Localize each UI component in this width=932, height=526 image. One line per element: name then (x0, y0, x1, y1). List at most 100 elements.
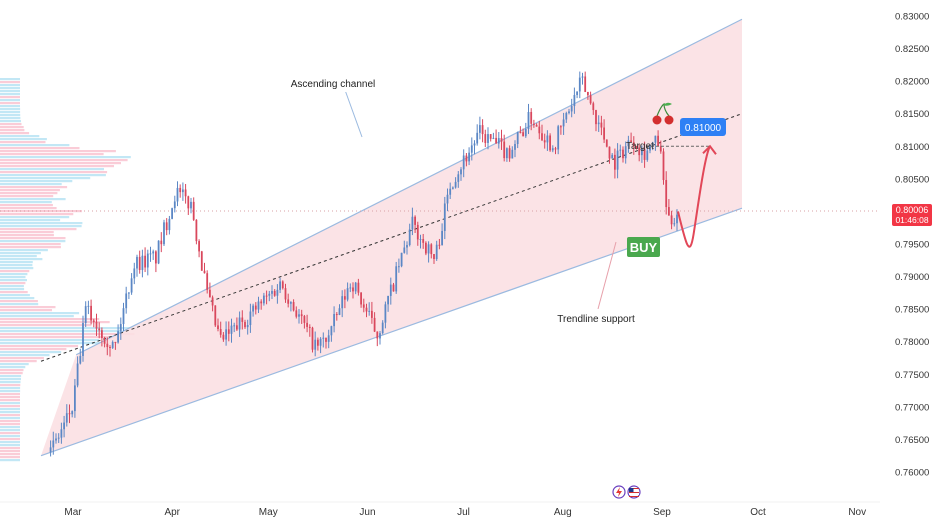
candle-body (160, 240, 163, 245)
candle-body (230, 325, 233, 334)
candle-body (424, 242, 427, 254)
candle-body (268, 293, 271, 296)
y-tick-label: 0.76000 (895, 468, 929, 479)
volume-profile-bar (0, 195, 54, 198)
projection-path (677, 145, 711, 248)
candle-body (73, 385, 76, 412)
volume-profile-bar (0, 243, 61, 246)
candle-body (406, 245, 408, 248)
candle-body (141, 255, 144, 270)
volume-profile-bar (0, 267, 34, 270)
volume-profile-bar (0, 321, 110, 324)
candle-body (311, 327, 314, 350)
volume-profile-bar (0, 306, 56, 309)
volume-profile-bar (0, 210, 82, 213)
volume-profile-bar (0, 315, 74, 318)
volume-profile-bar (0, 213, 74, 216)
candle-body (119, 324, 122, 332)
volume-profile-bar (0, 234, 54, 237)
y-tick-label: 0.76500 (895, 435, 929, 446)
candle-body (557, 126, 560, 150)
candle-body (622, 149, 624, 159)
volume-profile-bar (0, 393, 20, 396)
volume-profile-bar (0, 426, 20, 429)
volume-profile-bar (0, 186, 68, 189)
candle-body (619, 149, 622, 151)
candle-body (519, 131, 522, 133)
candle-body (670, 215, 673, 225)
candle-body (173, 201, 176, 209)
candle-body (271, 290, 273, 294)
candle-body (195, 219, 198, 242)
volume-profile-bar (0, 279, 27, 282)
volume-profile-bar (0, 354, 50, 357)
candle-body (90, 305, 92, 321)
candle-body (546, 135, 549, 143)
x-tick-label: Mar (64, 507, 82, 518)
candle-body (478, 125, 481, 133)
channel-upper-line[interactable] (75, 18, 743, 356)
candle-body (573, 94, 576, 107)
target-price-text: 0.81000 (685, 123, 722, 134)
candle-body (206, 273, 209, 290)
volume-profile-bar (0, 168, 104, 171)
candle-body (252, 305, 254, 312)
x-tick-label: Nov (848, 507, 866, 518)
candle-body (616, 150, 619, 170)
candle-body (341, 296, 344, 309)
volume-profile-bar (0, 360, 37, 363)
candle-body (570, 106, 573, 112)
candle-body (357, 282, 360, 293)
y-tick-label: 0.77000 (895, 402, 929, 413)
candle-body (203, 270, 206, 274)
candle-body (535, 125, 538, 127)
y-tick-label: 0.80500 (895, 174, 929, 185)
volume-profile-bar (0, 423, 20, 426)
candle-body (198, 241, 200, 252)
y-tick-label: 0.79500 (895, 240, 929, 251)
volume-profile-bar (0, 309, 52, 312)
volume-profile-bar (0, 144, 70, 147)
candle-body (511, 149, 514, 159)
candle-body (343, 296, 346, 300)
volume-profile-bar (0, 159, 128, 162)
candle-body (559, 126, 562, 128)
candle-body (673, 223, 676, 225)
volume-profile-bar (0, 81, 20, 84)
volume-profile-bar (0, 342, 101, 345)
candle-body (676, 214, 678, 224)
candle-body (319, 338, 322, 346)
x-axis: Mar Apr May Jun Jul Aug Sep Oct Nov (0, 501, 880, 518)
candle-body (52, 440, 55, 448)
candle-body (79, 355, 82, 364)
candle-body (238, 317, 241, 330)
volume-profile-bar (0, 285, 24, 288)
candle-body (592, 103, 595, 111)
volume-profile-bar (0, 366, 26, 369)
volume-profile-bar (0, 153, 104, 156)
x-tick-label: Jun (359, 507, 375, 518)
candle-body (98, 328, 101, 331)
volume-profile-bar (0, 459, 20, 462)
candle-body (338, 308, 341, 315)
candle-body (76, 363, 79, 386)
candle-body (597, 122, 600, 125)
candle-body (419, 238, 422, 240)
channel-lower-line[interactable] (40, 207, 743, 457)
volume-profile-bar (0, 138, 47, 141)
volume-profile-bar (0, 429, 20, 432)
candle-body (568, 111, 570, 114)
candle-body (643, 149, 646, 160)
lightning-icon[interactable] (612, 485, 626, 499)
candle-body (260, 301, 263, 304)
candle-body (181, 189, 184, 193)
candle-body (500, 138, 503, 142)
volume-profile-bar (0, 264, 33, 267)
candle-body (497, 138, 500, 144)
x-tick-label: Oct (750, 507, 766, 518)
candle-body (149, 253, 152, 255)
volume-profile-bar (0, 273, 28, 276)
candle-body (379, 333, 381, 339)
us-flag-icon[interactable] (627, 485, 641, 499)
candle-body (578, 77, 581, 92)
